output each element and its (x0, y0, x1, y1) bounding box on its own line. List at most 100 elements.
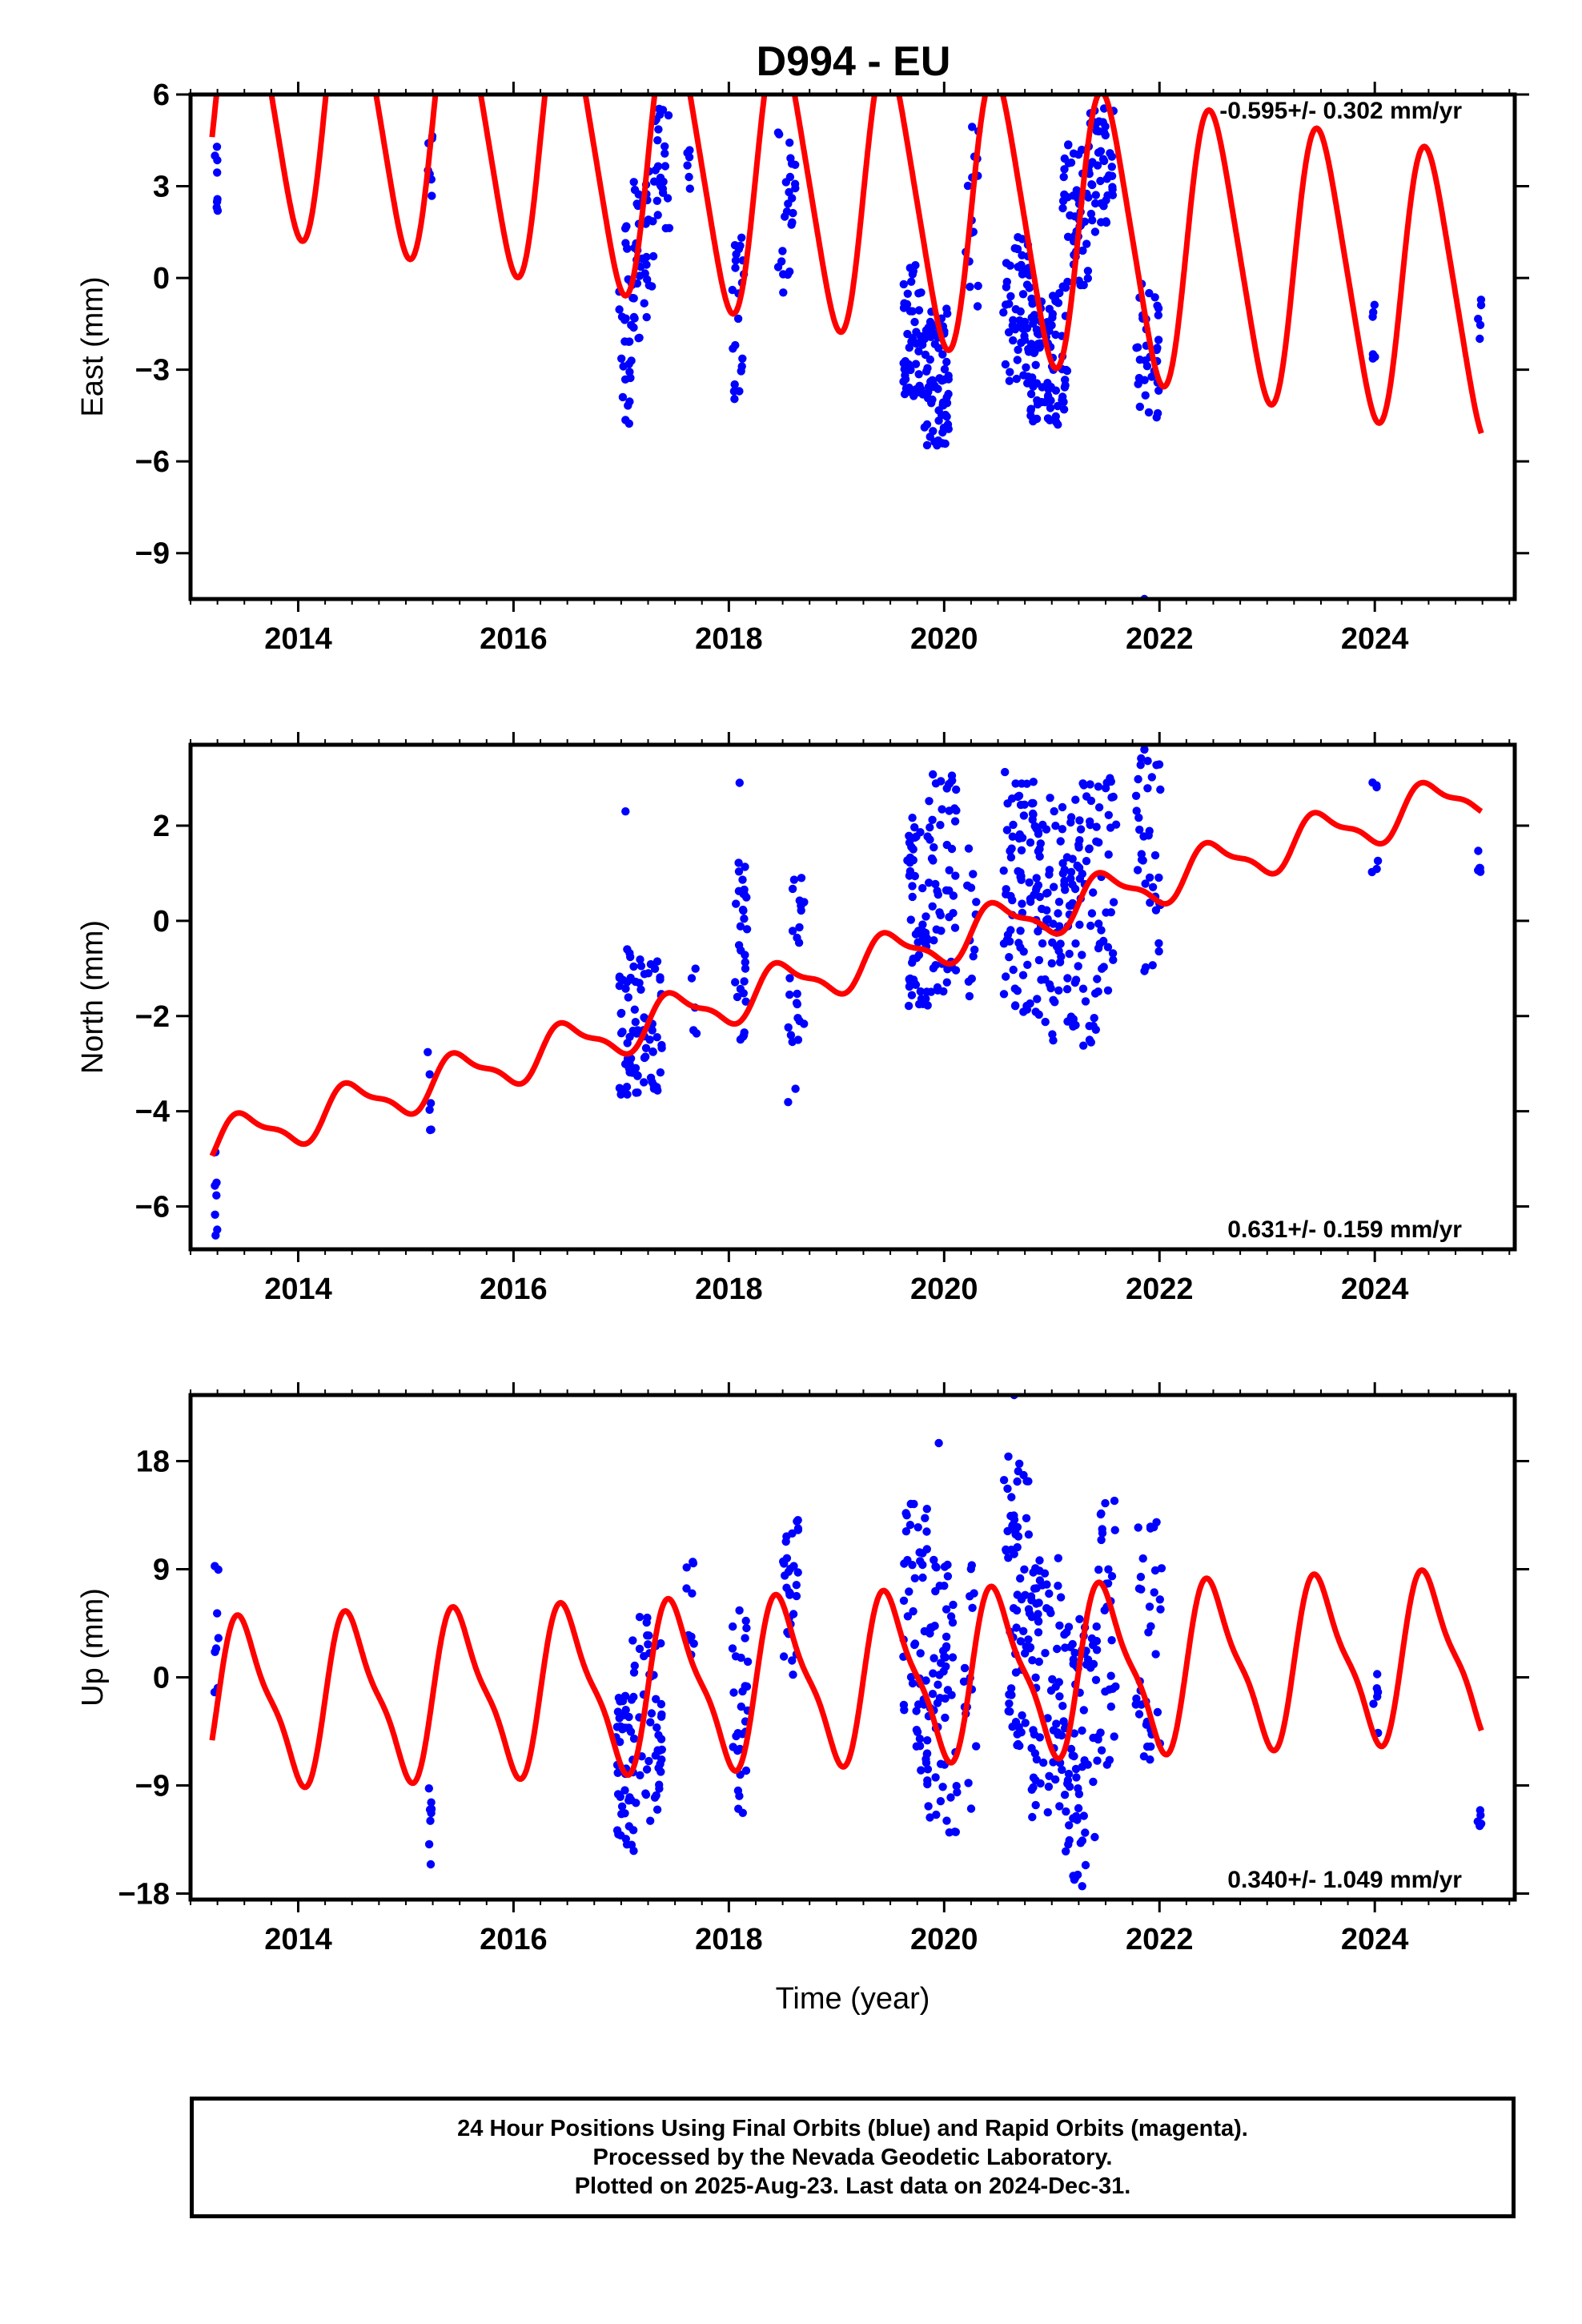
up-point-522 (1103, 1579, 1113, 1588)
north-point-319 (1018, 899, 1026, 908)
north-point-523 (1135, 825, 1144, 834)
panel-east: 2014 2016 2018 2020 2022 2024 6 3 0 −3 −6 −9 East (m… (76, 78, 1529, 656)
north-point-354 (1049, 1036, 1058, 1045)
north-point-202 (905, 975, 913, 983)
north-point-457 (1081, 997, 1090, 1006)
up-point-371 (1010, 1550, 1018, 1558)
north-point-451 (1074, 843, 1083, 852)
up-point-137 (734, 1804, 743, 1813)
north-point-545 (1367, 867, 1376, 877)
north-point-432 (1085, 1022, 1094, 1031)
up-point-559 (1153, 1707, 1162, 1717)
east-point-491 (1066, 158, 1076, 167)
north-point-174 (906, 915, 916, 924)
east-point-403 (1044, 392, 1053, 402)
up-point-90 (653, 1746, 662, 1755)
east-point-342 (1005, 376, 1014, 385)
up-point-507 (1072, 1773, 1081, 1782)
north-point-144 (793, 933, 801, 943)
up-point-312 (1024, 1530, 1034, 1539)
up-point-333 (1017, 1728, 1026, 1737)
north-point-42 (623, 1039, 632, 1047)
east-point-204 (905, 383, 913, 392)
east-point-583 (1476, 300, 1486, 310)
up-point-510 (1075, 1614, 1084, 1624)
up-point-162 (779, 1652, 789, 1661)
east-model-line (209, 94, 1484, 435)
east-point-280 (923, 393, 933, 403)
north-point-145 (793, 999, 801, 1009)
north-point-387 (1037, 975, 1046, 984)
east-point-433 (1030, 316, 1039, 325)
east-point-283 (926, 355, 935, 364)
up-point-279 (932, 1810, 941, 1819)
east-point-51 (629, 178, 638, 187)
east-point-163 (785, 267, 794, 276)
up-point-231 (923, 1776, 932, 1785)
up-point-59 (620, 1691, 630, 1700)
north-point-496 (1109, 955, 1118, 964)
up-point-179 (793, 1568, 802, 1577)
north-point-37 (625, 1059, 634, 1068)
up-point-135 (733, 1746, 742, 1755)
east-point-501 (1098, 155, 1108, 163)
up-point-255 (947, 1691, 956, 1699)
north-point-327 (1015, 830, 1025, 839)
up-point-47 (620, 1809, 629, 1818)
up-point-259 (943, 1560, 952, 1570)
up-point-481 (1089, 1777, 1098, 1787)
up-point-376 (1056, 1593, 1066, 1602)
east-point-81 (630, 314, 639, 323)
east-point-203 (905, 263, 915, 272)
up-point-429 (1031, 1673, 1040, 1682)
north-point-520 (1154, 873, 1163, 883)
north-point-192 (918, 932, 927, 941)
up-point-276 (924, 1802, 933, 1811)
up-point-475 (1079, 1811, 1089, 1820)
up-point-178 (779, 1557, 788, 1566)
north-point-491 (1093, 975, 1102, 983)
north-point-235 (942, 978, 952, 987)
east-point-161 (786, 154, 795, 163)
up-point-388 (1043, 1714, 1052, 1723)
east-point-571 (1132, 344, 1141, 352)
up-point-556 (1156, 1605, 1165, 1614)
east-point-292 (968, 123, 977, 131)
north-point-230 (937, 927, 946, 935)
north-point-553 (1140, 745, 1149, 754)
up-point-72 (635, 1644, 644, 1654)
east-ylabel: East (mm) (76, 276, 110, 416)
east-point-30 (618, 392, 628, 402)
east-point-418 (1032, 414, 1042, 424)
up-point-539 (1107, 1572, 1117, 1581)
east-point-114 (685, 153, 694, 162)
up-point-108 (652, 1805, 662, 1814)
north-point-469 (1085, 845, 1094, 854)
up-point-300 (959, 1677, 969, 1686)
up-point-576 (1139, 1752, 1149, 1761)
east-point-351 (1012, 374, 1022, 384)
east-point-103 (664, 111, 673, 120)
north-point-209 (936, 821, 945, 830)
east-point-162 (791, 183, 800, 193)
up-point-374 (1022, 1514, 1031, 1523)
east-point-35 (623, 244, 632, 253)
north-point-115 (740, 977, 749, 986)
up-point-291 (935, 1671, 944, 1679)
up-point-252 (949, 1600, 958, 1610)
east-point-419 (1043, 379, 1052, 388)
east-point-428 (1048, 309, 1058, 319)
east-point-68 (642, 260, 651, 269)
north-point-404 (1054, 986, 1063, 995)
east-point-310 (1026, 283, 1034, 292)
north-point-119 (741, 997, 750, 1006)
north-point-456 (1065, 949, 1074, 959)
up-point-302 (972, 1742, 981, 1751)
up-point-348 (1012, 1623, 1021, 1632)
east-point-532 (1092, 127, 1101, 135)
up-point-339 (1013, 1590, 1022, 1599)
east-point-206 (908, 334, 917, 343)
north-point-74 (632, 1029, 641, 1038)
north-ytick-label-1: 0 (153, 905, 170, 939)
up-point-596 (1476, 1821, 1484, 1831)
